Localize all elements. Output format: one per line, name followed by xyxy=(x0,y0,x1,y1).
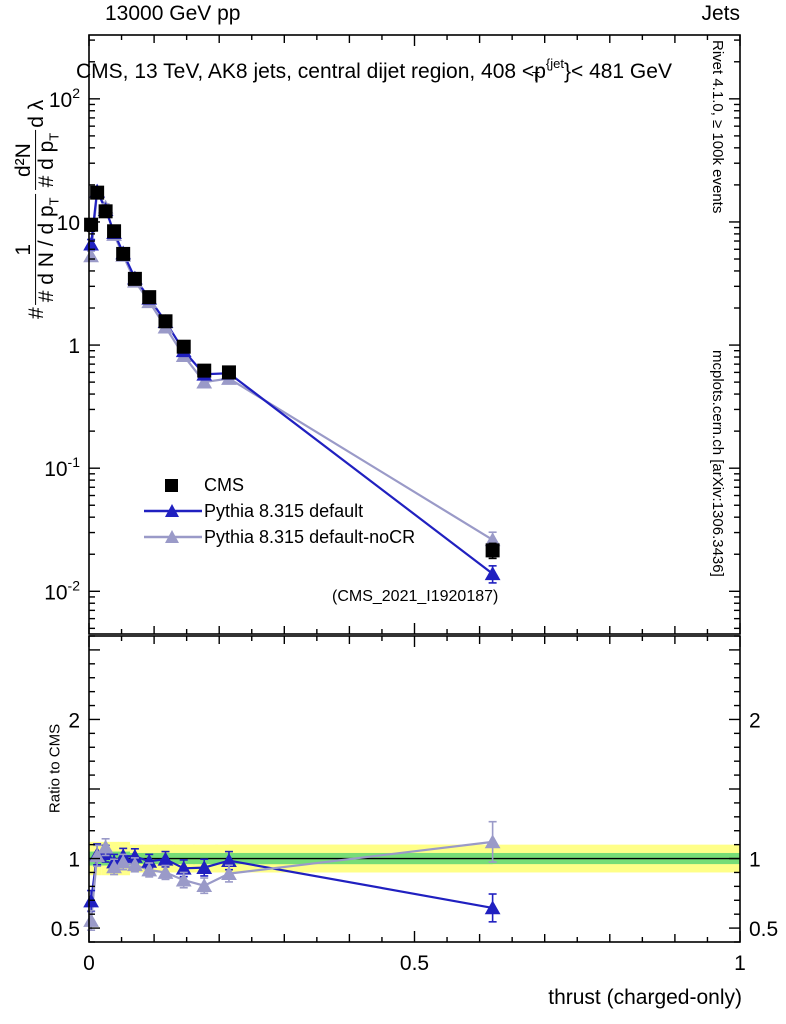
legend-label-pythia-nocr: Pythia 8.315 default-noCR xyxy=(204,526,416,547)
ratio-marker-1 xyxy=(127,857,143,872)
main-marker-1 xyxy=(484,566,501,581)
ratio-marker-1 xyxy=(157,864,174,879)
header-right: Jets xyxy=(701,2,740,25)
main-marker-cms xyxy=(142,290,157,305)
main-marker-cms xyxy=(197,363,212,378)
analysis-id-watermark: (CMS_2021_I1920187) xyxy=(332,588,499,605)
legend-marker-pythia-default xyxy=(144,504,202,517)
ratio-marker-0 xyxy=(221,853,237,868)
ratio-marker-1 xyxy=(196,878,213,893)
x-tick-label: 0 xyxy=(83,952,95,975)
main-y-tick-label: 10 xyxy=(57,212,80,235)
legend-item-cms[interactable]: CMS xyxy=(142,472,415,498)
ratio-marker-0 xyxy=(484,900,501,915)
main-marker-cms xyxy=(84,217,99,232)
main-marker-1 xyxy=(83,236,99,251)
header-left: 13000 GeV pp xyxy=(105,2,241,25)
legend-label-cms: CMS xyxy=(204,474,244,495)
main-marker-cms xyxy=(176,339,191,354)
main-marker-cms xyxy=(158,314,173,329)
main-y-tick-label: 10-2 xyxy=(44,577,80,604)
x-axis-label: thrust (charged-only) xyxy=(548,986,742,1009)
main-marker-2 xyxy=(196,374,213,389)
main-y-tick-label: 1 xyxy=(68,335,80,358)
title-prefix: CMS, 13 TeV, AK8 jets, central dijet reg… xyxy=(76,60,546,83)
legend-label-pythia-default: Pythia 8.315 default xyxy=(204,500,364,521)
ratio-marker-0 xyxy=(141,853,158,868)
title-suffix: }< 481 GeV xyxy=(563,60,672,83)
ratio-plot-frame xyxy=(88,635,741,943)
main-marker-cms xyxy=(221,365,236,380)
legend-item-pythia-nocr[interactable]: Pythia 8.315 default-noCR xyxy=(142,524,415,550)
x-tick-label: 1 xyxy=(734,952,746,975)
ratio-marker-1 xyxy=(484,834,501,849)
ratio-marker-0 xyxy=(175,860,192,875)
legend-marker-pythia-nocr xyxy=(144,530,202,543)
main-marker-cms xyxy=(127,271,142,286)
ratio-marker-1 xyxy=(221,866,237,880)
main-y-tick-label: 102 xyxy=(49,85,80,112)
main-marker-cms xyxy=(116,246,131,261)
legend: CMS Pythia 8.315 default Pythia 8.315 de… xyxy=(142,472,415,550)
ratio-marker-1 xyxy=(106,859,122,874)
title-superscript: {jet xyxy=(545,56,564,71)
legend-marker-cms xyxy=(165,479,178,492)
ratio-y-tick-label-right: 2 xyxy=(749,709,761,732)
ratio-marker-0 xyxy=(157,851,174,866)
ratio-marker-0 xyxy=(196,860,213,874)
ratio-marker-1 xyxy=(83,912,99,927)
ratio-y-tick-label-left: 2 xyxy=(68,709,80,732)
main-marker-2 xyxy=(83,248,99,263)
ratio-marker-1 xyxy=(141,862,158,877)
ratio-marker-1 xyxy=(115,854,132,869)
ratio-y-tick-label-right: 1 xyxy=(749,849,761,872)
main-marker-cms xyxy=(90,185,105,200)
ratio-y-tick-label-right: 0.5 xyxy=(749,918,778,941)
ratio-marker-1 xyxy=(97,839,114,854)
x-tick-label: 0.5 xyxy=(400,952,429,975)
title-subscript: T xyxy=(531,69,540,84)
ratio-y-tick-label-left: 1 xyxy=(68,849,80,872)
main-marker-cms xyxy=(98,204,113,219)
main-marker-cms xyxy=(485,543,500,558)
page-title: CMS, 13 TeV, AK8 jets, central dijet reg… xyxy=(76,56,672,84)
ratio-y-tick-label-left: 0.5 xyxy=(51,918,80,941)
main-y-tick-label: 10-1 xyxy=(44,454,80,481)
ratio-marker-1 xyxy=(175,872,192,887)
legend-item-pythia-default[interactable]: Pythia 8.315 default xyxy=(142,498,415,524)
main-marker-cms xyxy=(107,224,122,239)
ratio-marker-0 xyxy=(127,848,143,863)
